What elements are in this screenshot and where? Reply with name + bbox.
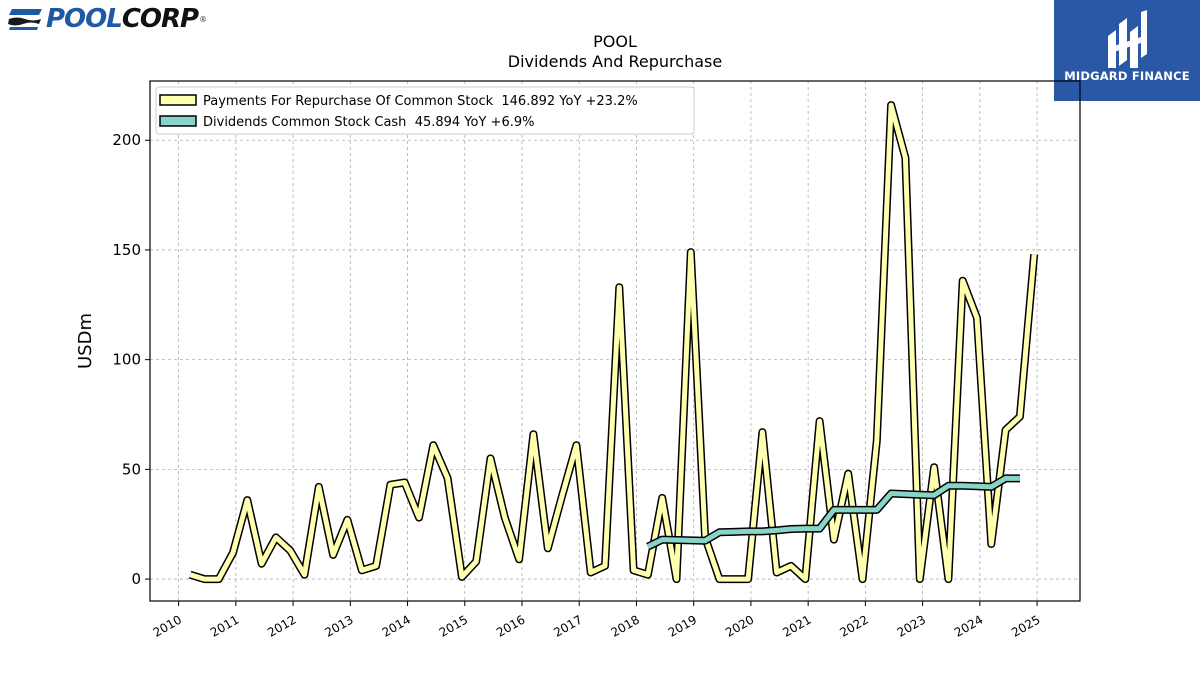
legend-label-1: Payments For Repurchase Of Common Stock … xyxy=(203,94,638,109)
x-tick-label: 2022 xyxy=(837,612,870,639)
x-tick-label: 2013 xyxy=(322,612,355,639)
x-tick-label: 2018 xyxy=(609,612,642,639)
x-tick-label: 2017 xyxy=(551,612,584,639)
legend: Payments For Repurchase Of Common Stock … xyxy=(155,86,695,135)
chart-subtitle: Dividends And Repurchase xyxy=(507,52,723,71)
y-axis-label: USDm xyxy=(75,313,96,369)
midgard-mark-icon xyxy=(1108,10,1147,68)
series-line-1 xyxy=(189,102,1037,582)
legend-box xyxy=(155,86,695,135)
y-tick-label: 100 xyxy=(112,351,141,369)
x-tick-label: 2010 xyxy=(151,612,184,639)
chart-title: POOL xyxy=(593,32,637,51)
x-tick-label: 2023 xyxy=(895,612,928,639)
legend-swatch-1 xyxy=(159,94,197,106)
x-tick-label: 2024 xyxy=(952,612,985,639)
y-tick-label: 150 xyxy=(112,241,141,259)
x-tick-label: 2019 xyxy=(666,612,699,639)
x-tick-label: 2020 xyxy=(723,612,756,639)
x-tick-label: 2015 xyxy=(437,612,470,639)
x-tick-label: 2014 xyxy=(380,612,413,639)
x-tick-label: 2021 xyxy=(780,612,813,639)
x-tick-label: 2016 xyxy=(494,612,527,639)
brand-wordmark: POOLCORP xyxy=(46,4,199,34)
midgard-finance-logo: MIDGARD FINANCE xyxy=(1054,0,1200,101)
y-tick-label: 200 xyxy=(112,131,141,149)
legend-swatch-2 xyxy=(159,115,197,127)
x-tick-label: 2025 xyxy=(1009,612,1042,639)
partner-name: MIDGARD FINANCE xyxy=(1064,69,1190,83)
legend-label-2: Dividends Common Stock Cash 45.894 YoY +… xyxy=(203,115,534,130)
poolcorp-logo: POOLCORP ® xyxy=(8,6,207,32)
wave-icon xyxy=(8,9,42,30)
registered-mark: ® xyxy=(199,14,208,24)
series-line-2 xyxy=(646,475,1020,549)
series-group xyxy=(188,101,1039,584)
x-tick-label: 2012 xyxy=(265,612,298,639)
y-tick-label: 0 xyxy=(131,570,141,588)
plot-frame xyxy=(149,80,1081,602)
x-tick-label: 2011 xyxy=(208,612,241,639)
y-tick-label: 50 xyxy=(122,460,141,478)
